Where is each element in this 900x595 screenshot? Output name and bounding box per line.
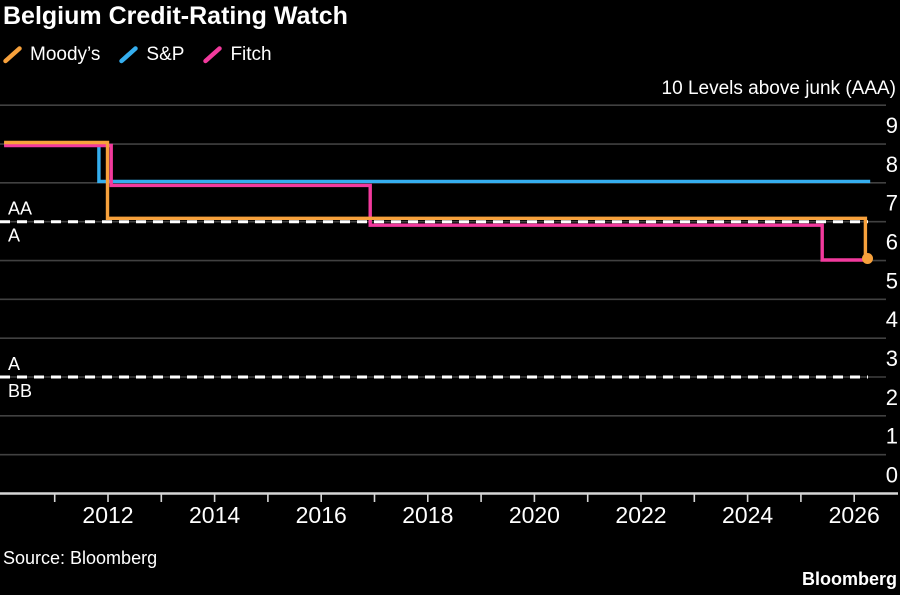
rating-band-label-above: A: [8, 354, 20, 374]
legend-item-moodys: Moody’s: [3, 44, 100, 66]
legend-label-sp: S&P: [146, 44, 185, 65]
source-note: Source: Bloomberg: [3, 548, 158, 568]
legend: Moody’s S&P Fitch: [3, 44, 272, 66]
legend-slash-icon: [119, 46, 139, 64]
y-axis-label: 3: [886, 346, 898, 371]
y-axis-label: 7: [886, 191, 898, 216]
y-axis-label: 9: [886, 113, 898, 138]
x-axis-label: 2022: [615, 502, 666, 528]
x-axis-label: 2026: [829, 502, 880, 528]
y-axis-label: 8: [886, 152, 898, 177]
legend-label-fitch: Fitch: [230, 44, 272, 65]
x-axis-label: 2012: [82, 502, 133, 528]
legend-slash-icon: [203, 46, 223, 64]
rating-band-label-below: A: [8, 226, 20, 246]
rating-band-label-above: AA: [8, 199, 32, 219]
y-axis-label: 1: [886, 424, 898, 449]
y-axis-label: 2: [886, 385, 898, 410]
x-axis-label: 2014: [189, 502, 240, 528]
legend-slash-icon: [3, 46, 22, 64]
legend-item-sp: S&P: [119, 44, 184, 66]
x-axis-label: 2016: [296, 502, 347, 528]
series-line-moodys: [4, 140, 868, 261]
bloomberg-logo: Bloomberg: [801, 569, 897, 589]
rating-band-label-below: BB: [8, 381, 32, 401]
series-line-sp: [4, 142, 871, 184]
y-axis-label: 0: [886, 463, 898, 488]
x-axis-label: 2024: [722, 502, 773, 528]
x-axis-label: 2018: [402, 502, 453, 528]
y-axis-title: 10 Levels above junk (AAA): [661, 78, 896, 99]
x-axis-label: 2020: [509, 502, 560, 528]
legend-item-fitch: Fitch: [203, 44, 272, 66]
y-axis-label: 6: [886, 230, 898, 255]
y-axis-label: 5: [886, 268, 898, 293]
chart-title: Belgium Credit-Rating Watch: [3, 2, 348, 30]
legend-label-moodys: Moody’s: [30, 44, 101, 65]
series-end-marker-moodys: [862, 253, 874, 265]
series-line-fitch: [4, 143, 868, 262]
y-axis-label: 4: [886, 307, 898, 332]
